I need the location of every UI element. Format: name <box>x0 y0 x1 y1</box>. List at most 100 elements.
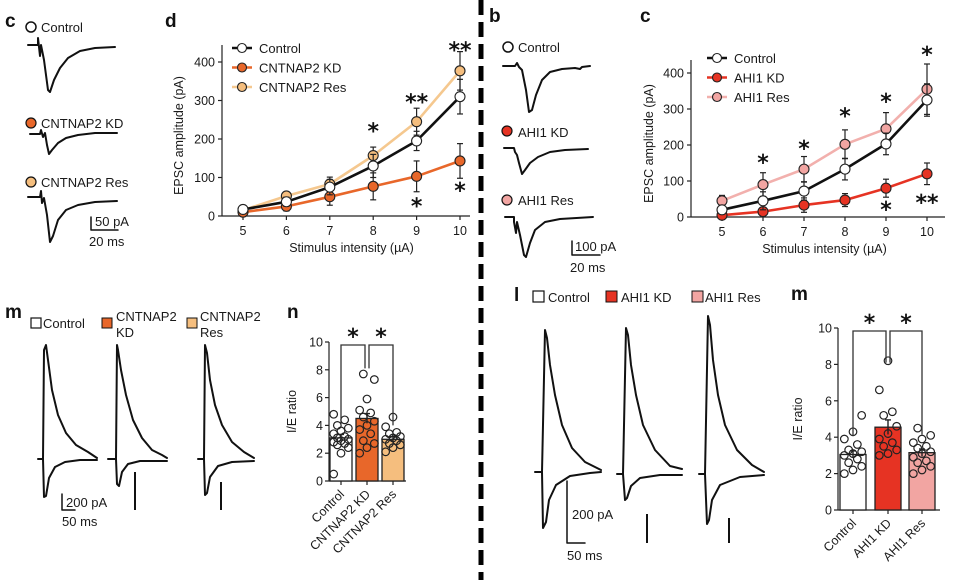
series-control <box>237 78 466 216</box>
significance-bracket <box>368 344 394 426</box>
legend-label: AHI1 KD <box>734 71 785 86</box>
data-point <box>367 160 379 172</box>
data-point <box>921 456 931 466</box>
legend-marker <box>711 91 723 103</box>
data-point <box>913 443 923 453</box>
data-point <box>926 447 936 457</box>
data-point <box>883 449 893 458</box>
data-point <box>917 434 927 444</box>
data-point <box>839 194 851 206</box>
series-line <box>242 95 461 211</box>
data-point <box>908 452 918 462</box>
ie-trace-control <box>37 344 98 498</box>
panel-letter-b: b <box>489 6 501 27</box>
x-tick-label: 10 <box>920 225 934 239</box>
panel-letter-d: d <box>165 11 177 32</box>
y-tick-label: 10 <box>818 322 832 336</box>
panel-c-traces: c Control CNTNAP2 KD CNTNAP2 Res 50 pA 2… <box>5 11 129 249</box>
y-tick-label: 400 <box>663 67 684 81</box>
series-line <box>721 172 928 217</box>
panel-letter-m: m <box>5 302 22 323</box>
significance-bracket <box>340 344 366 425</box>
trace-label-control: Control <box>518 40 560 55</box>
significance-bracket <box>852 330 887 437</box>
trace-label-kd: CNTNAP2 KD <box>41 116 123 131</box>
legend-swatch-res <box>186 317 198 329</box>
y-tick-label: 300 <box>194 94 215 108</box>
x-tick-label: 5 <box>719 225 726 239</box>
data-point <box>367 180 379 192</box>
data-point <box>917 465 927 475</box>
data-point <box>839 451 849 460</box>
data-point <box>358 436 368 446</box>
legend-marker-kd <box>25 117 37 129</box>
data-point <box>798 185 810 197</box>
data-point <box>887 407 897 417</box>
data-point <box>879 441 889 451</box>
data-point <box>908 438 918 448</box>
data-point <box>336 448 346 458</box>
x-tick-label: 7 <box>801 225 808 239</box>
trace-label-res: AHI1 Res <box>518 193 574 208</box>
legend-label: AHI1 Res <box>734 90 790 105</box>
scale-label-ms: 50 ms <box>62 514 98 529</box>
data-point <box>887 438 897 448</box>
data-point <box>926 461 936 471</box>
data-point <box>369 416 379 426</box>
y-axis-label: EPSC amplitude (pA) <box>172 76 186 195</box>
data-point <box>366 429 376 439</box>
x-tick-label: 8 <box>842 225 849 239</box>
data-point <box>921 168 933 180</box>
data-point <box>369 375 379 384</box>
data-point <box>381 422 391 432</box>
panel-m-traces: m Control CNTNAP2 KD CNTNAP2 Res 200 pA … <box>5 302 261 529</box>
legend-swatch-res <box>691 290 704 303</box>
legend-swatch-control <box>532 290 545 303</box>
data-point <box>798 163 810 175</box>
legend-label-kd: AHI1 KD <box>621 290 672 305</box>
data-point <box>879 410 889 420</box>
data-point <box>454 91 466 103</box>
y-tick-label: 0 <box>677 211 684 225</box>
trace-label-kd: AHI1 KD <box>518 125 569 140</box>
legend-marker-res <box>501 194 513 206</box>
legend-marker-kd <box>501 125 513 137</box>
data-point <box>892 421 902 431</box>
x-axis-label: Stimulus intensity (µA) <box>289 241 414 255</box>
data-point <box>874 451 884 460</box>
series-line <box>242 70 461 212</box>
panel-c-chart: c 0 100 200 300 400 5 6 7 8 9 10 Stimulus intensity … <box>640 6 945 256</box>
legend-marker-control <box>502 41 514 53</box>
data-point <box>852 440 862 449</box>
x-tick-label: 6 <box>760 225 767 239</box>
y-tick-label: 6 <box>316 391 323 405</box>
scale-bar <box>90 216 119 231</box>
scale-label-ms: 50 ms <box>567 548 603 563</box>
data-point <box>883 356 893 366</box>
data-point <box>332 421 342 430</box>
y-tick-label: 100 <box>194 171 215 185</box>
data-point <box>329 469 339 479</box>
data-point <box>329 409 339 419</box>
series-cntnap2-kd <box>237 143 466 218</box>
data-point <box>355 405 365 415</box>
x-tick-label: 9 <box>413 224 420 238</box>
bar-ahi1-kd <box>874 426 902 511</box>
data-point <box>324 181 336 193</box>
y-tick-label: 0 <box>316 475 323 489</box>
x-axis-label: Stimulus intensity (µA) <box>762 242 887 256</box>
significance-bracket <box>889 330 923 435</box>
y-tick-label: 4 <box>825 431 832 445</box>
significance-marker: * <box>375 325 387 350</box>
data-point <box>280 196 292 208</box>
data-point <box>358 369 368 379</box>
legend-label-res: AHI1 Res <box>705 290 761 305</box>
data-point <box>757 195 769 207</box>
x-tick-label: 10 <box>453 224 467 238</box>
epsc-trace-kd <box>503 147 589 175</box>
ie-trace-res <box>197 344 255 496</box>
data-point <box>913 458 923 468</box>
panel-letter-n: n <box>287 302 299 323</box>
data-point <box>237 203 249 216</box>
